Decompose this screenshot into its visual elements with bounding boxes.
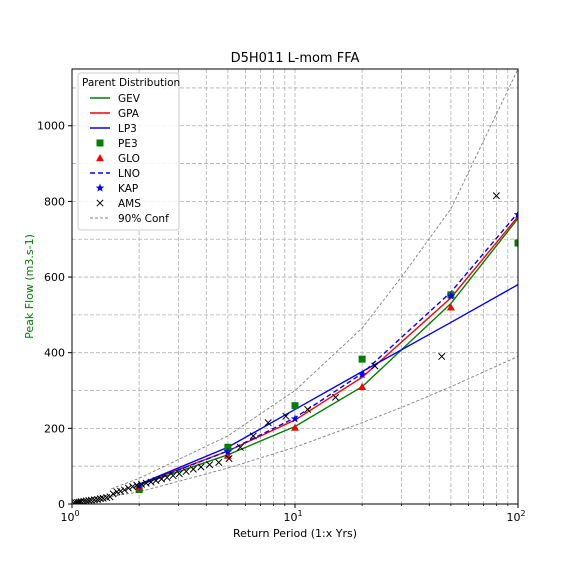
legend-label: AMS (118, 198, 141, 210)
data-point-glo (358, 382, 367, 390)
data-point-ams (215, 458, 223, 466)
data-point-ams (120, 486, 129, 494)
legend-label: LP3 (118, 123, 137, 135)
legend-label: GLO (118, 153, 140, 165)
data-point-ams (90, 496, 98, 504)
legend: Parent Distribution GEV GPA LP3 PE3 GLO LNO KAP… (77, 72, 180, 231)
legend-title: Parent Distribution (82, 77, 180, 89)
data-point-ams (282, 412, 290, 420)
data-point-ams (109, 490, 117, 498)
data-point-kap (134, 481, 144, 490)
data-point-pe3 (358, 355, 366, 363)
data-point-kap (290, 414, 300, 423)
legend-swatch (95, 183, 105, 192)
data-point-pe3 (291, 402, 299, 410)
x-tick-label: 101 (283, 509, 302, 524)
legend-item-glo: GLO (96, 153, 140, 165)
y-tick-label: 800 (44, 195, 65, 208)
data-point-ams (169, 472, 177, 480)
data-point-ams (175, 470, 183, 478)
y-axis-label: Peak Flow (m3.s-1) (23, 234, 36, 339)
data-point-ams (87, 496, 95, 504)
data-point-ams (304, 405, 312, 413)
legend-box (77, 72, 180, 231)
data-point-ams (438, 352, 446, 361)
x-tick-label: 100 (60, 509, 79, 524)
legend-item-ams: AMS (96, 198, 141, 210)
legend-item-90-conf: 90% Conf (90, 213, 169, 225)
series-line-90-conf (111, 69, 518, 490)
data-point-ams (236, 443, 244, 451)
legend-label: LNO (118, 168, 140, 180)
legend-label: PE3 (118, 138, 138, 150)
series-line-unnamed (111, 356, 518, 497)
series-line-lp3 (138, 284, 518, 485)
series-line-gpa (138, 216, 518, 485)
data-point-glo (291, 423, 299, 431)
legend-swatch (96, 154, 104, 162)
legend-swatch (96, 139, 104, 147)
series-line-lno (138, 212, 518, 486)
data-point-glo (446, 303, 455, 311)
data-point-kap (357, 370, 367, 379)
data-point-ams (75, 498, 84, 504)
legend-item-pe3: PE3 (96, 138, 138, 150)
data-point-kap (513, 210, 518, 219)
data-point-ams (147, 478, 155, 486)
legend-label: GPA (118, 108, 140, 120)
data-point-ams (492, 192, 500, 200)
y-tick-label: 200 (44, 422, 65, 435)
data-point-ams (163, 473, 171, 482)
series-layer (72, 69, 518, 504)
data-point-ams (116, 487, 125, 495)
y-tick-label: 0 (58, 498, 65, 511)
data-point-ams (371, 362, 379, 370)
chart-title: D5H011 L-mom FFA (231, 51, 360, 66)
data-point-ams (249, 432, 257, 440)
data-point-ams (197, 463, 205, 471)
data-point-ams (124, 484, 132, 492)
data-point-ams (152, 476, 160, 485)
series-line-gev (138, 217, 518, 486)
data-point-ams (96, 495, 104, 503)
data-point-ams (189, 465, 197, 473)
data-point-ams (225, 455, 233, 463)
data-point-ams (157, 475, 166, 483)
x-tick-label: 102 (506, 509, 525, 524)
legend-label: GEV (118, 93, 141, 105)
x-axis-label: Return Period (1:x Yrs) (233, 527, 357, 540)
data-point-glo (223, 451, 232, 459)
data-point-ams (264, 419, 272, 427)
legend-label: KAP (118, 183, 138, 195)
legend-label: 90% Conf (118, 213, 169, 225)
data-point-kap (446, 291, 456, 300)
data-point-pe3 (514, 239, 518, 247)
grid (72, 69, 518, 504)
y-tick-label: 600 (44, 271, 65, 284)
legend-item-gpa: GPA (90, 108, 140, 120)
legend-item-lno: LNO (90, 168, 140, 180)
y-tick-label: 1000 (37, 120, 65, 133)
data-point-kap (223, 447, 233, 456)
data-point-pe3 (224, 443, 232, 451)
data-point-ams (129, 483, 137, 491)
data-point-ams (137, 480, 146, 488)
legend-swatch (96, 199, 104, 207)
legend-item-gev: GEV (90, 93, 141, 105)
legend-item-kap: KAP (95, 183, 138, 195)
data-point-ams (182, 467, 190, 476)
legend-item-lp3: LP3 (90, 123, 137, 135)
y-tick-label: 400 (44, 347, 65, 360)
axis-ticks: 100 101 102 0 200 400 600 800 1000 (37, 120, 526, 524)
data-point-ams (206, 461, 214, 469)
data-point-ams (331, 393, 340, 401)
